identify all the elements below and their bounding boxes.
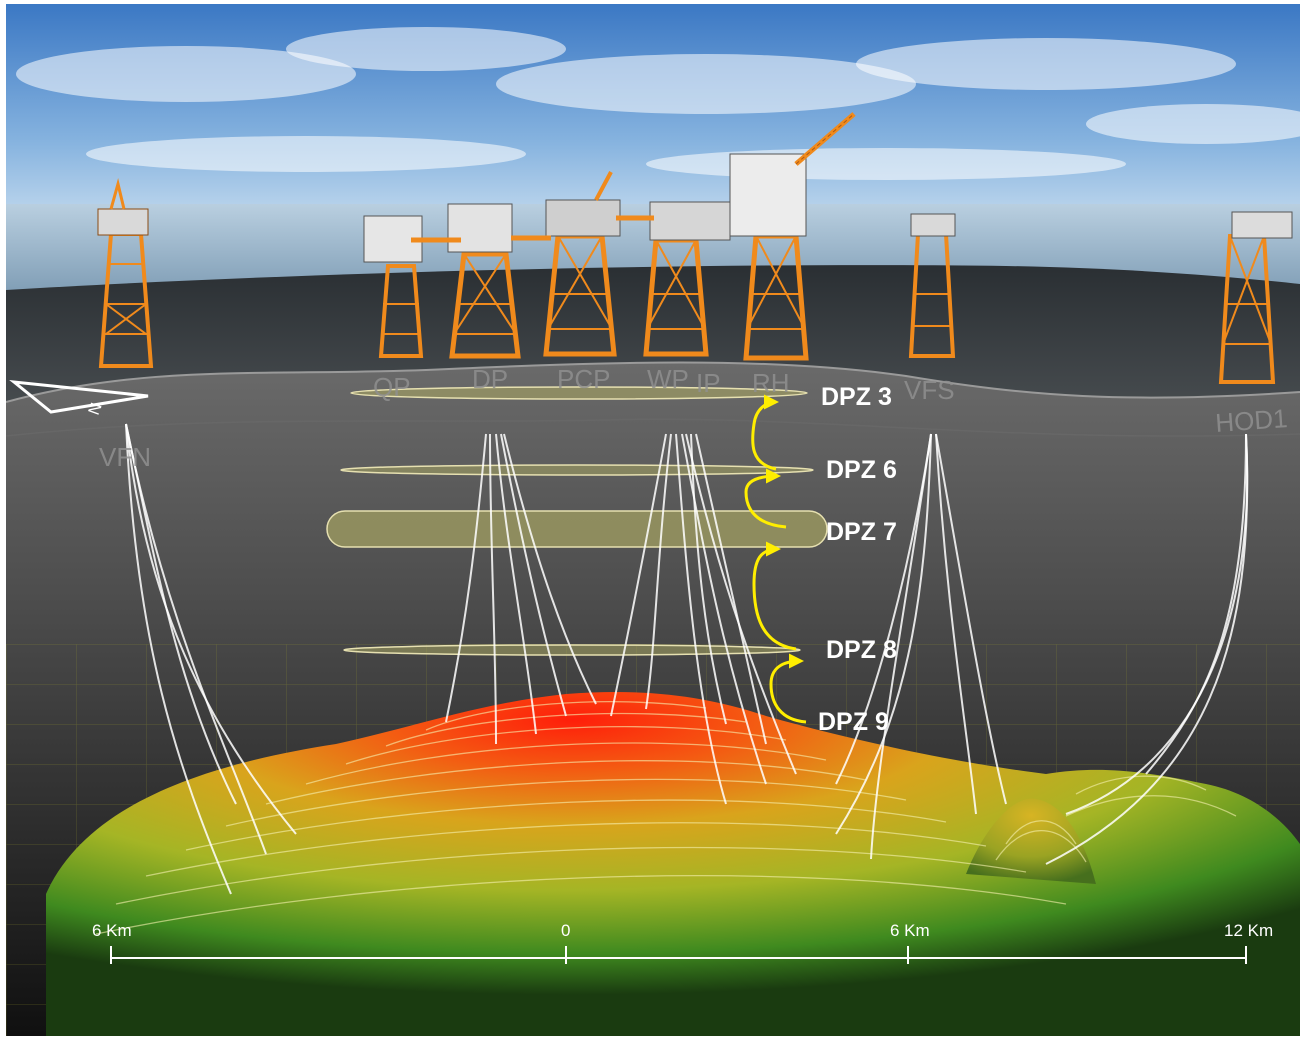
- platform-label-pcp: PCP: [557, 364, 610, 394]
- platform-pcp-structure: [543, 171, 621, 357]
- arrow-dpz8-to-dpz7: [752, 541, 797, 651]
- platform-label-dp: DP: [472, 364, 508, 394]
- scale-tick-label-1: 6 Km: [92, 921, 132, 940]
- zone-label-dpz7: DPZ 7: [826, 518, 897, 546]
- zone-arrows: [744, 394, 807, 724]
- zone-dpz3-ellipse: [350, 386, 808, 400]
- platform-label-wp: WP: [647, 364, 689, 394]
- platform-label-ip: IP: [696, 368, 721, 398]
- platform-rh-structure: [729, 112, 856, 361]
- zone-label-dpz8: DPZ 8: [826, 636, 897, 664]
- arrow-dpz6-to-dpz3: [751, 394, 779, 471]
- field-diagram: N VFN QP DP PCP WP IP RH VFS HOD1 DPZ 3 …: [6, 4, 1300, 1036]
- contour-lines: [95, 701, 1237, 935]
- platform-dp-structure: [447, 203, 521, 359]
- zone-label-dpz9: DPZ 9: [818, 708, 889, 736]
- platform-label-hod1: HOD1: [1214, 403, 1288, 438]
- scale-bar: 6 Km 0 6 Km 12 Km: [92, 921, 1273, 964]
- platform-vfs-structure: [908, 213, 956, 358]
- platform-labels: VFN QP DP PCP WP IP RH VFS HOD1: [99, 364, 1288, 472]
- zone-labels: DPZ 3 DPZ 6 DPZ 7 DPZ 8 DPZ 9: [818, 383, 897, 736]
- zone-label-dpz3: DPZ 3: [821, 383, 892, 411]
- seabed-line: [6, 361, 1300, 403]
- shallow-layer-line: [6, 418, 1300, 437]
- platform-label-qp: QP: [373, 372, 411, 402]
- platform-wp-structure: [643, 201, 731, 357]
- scale-tick-label-2: 0: [561, 921, 570, 940]
- reservoir-hill: [966, 798, 1096, 884]
- platform-label-rh: RH: [752, 368, 790, 398]
- north-arrow-label: N: [86, 401, 106, 418]
- platform-vfn-structure: [97, 178, 154, 368]
- scale-tick-label-4: 12 Km: [1224, 921, 1273, 940]
- platform-structures: [97, 112, 1293, 384]
- scale-bar-ticks: [110, 946, 1247, 964]
- zone-label-dpz6: DPZ 6: [826, 456, 897, 484]
- platform-label-vfs: VFS: [904, 375, 955, 405]
- scale-tick-label-3: 6 Km: [890, 921, 930, 940]
- bridge-links: [411, 215, 654, 243]
- platform-label-vfn: VFN: [99, 442, 151, 472]
- arrow-dpz7-to-dpz6: [744, 468, 787, 529]
- zone-dpz7-ellipse: [326, 510, 828, 548]
- well-paths: [125, 423, 1249, 895]
- arrow-dpz9-to-dpz8: [769, 653, 807, 724]
- zone-dpz6-ellipse: [340, 464, 814, 476]
- platform-hod1-structure: [1218, 211, 1293, 384]
- reservoir-surface: [46, 692, 1300, 1036]
- north-arrow-icon: N: [9, 379, 149, 418]
